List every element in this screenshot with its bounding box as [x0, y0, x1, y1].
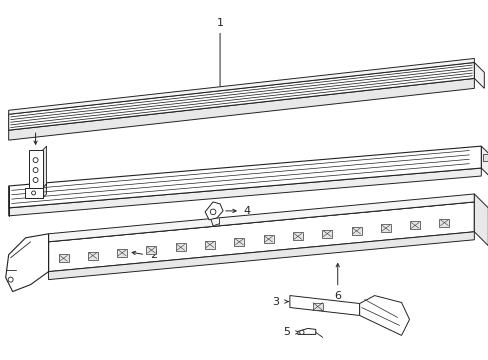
Circle shape — [33, 158, 38, 163]
Polygon shape — [42, 184, 46, 198]
Polygon shape — [24, 188, 42, 198]
Polygon shape — [439, 219, 448, 227]
Polygon shape — [59, 254, 68, 262]
Polygon shape — [204, 202, 223, 220]
Polygon shape — [29, 150, 42, 188]
Circle shape — [33, 167, 38, 172]
Polygon shape — [473, 62, 483, 88]
Polygon shape — [9, 146, 480, 208]
Polygon shape — [359, 296, 408, 336]
Circle shape — [299, 330, 304, 334]
Polygon shape — [42, 146, 46, 188]
Polygon shape — [9, 62, 473, 130]
Polygon shape — [292, 232, 302, 240]
Text: 4: 4 — [243, 206, 250, 216]
Text: 6: 6 — [334, 291, 341, 301]
Text: 2: 2 — [149, 250, 157, 260]
Polygon shape — [146, 246, 156, 254]
Text: 5: 5 — [283, 327, 290, 337]
Polygon shape — [48, 232, 473, 280]
Polygon shape — [322, 230, 331, 238]
Text: 7: 7 — [32, 118, 39, 128]
Polygon shape — [9, 168, 480, 216]
Text: 1: 1 — [216, 18, 223, 28]
Polygon shape — [289, 296, 359, 315]
Polygon shape — [88, 252, 98, 260]
Circle shape — [8, 277, 13, 282]
Text: 3: 3 — [272, 297, 279, 306]
Polygon shape — [473, 194, 488, 246]
Polygon shape — [380, 224, 390, 232]
Polygon shape — [409, 221, 419, 229]
Polygon shape — [117, 249, 127, 257]
Polygon shape — [175, 243, 185, 251]
Circle shape — [32, 191, 36, 195]
Polygon shape — [6, 234, 48, 292]
Circle shape — [210, 209, 215, 215]
Polygon shape — [263, 235, 273, 243]
Polygon shape — [351, 227, 361, 235]
Polygon shape — [48, 202, 473, 272]
Polygon shape — [297, 328, 315, 334]
Polygon shape — [48, 194, 473, 242]
Polygon shape — [482, 153, 488, 162]
Polygon shape — [234, 238, 244, 246]
Polygon shape — [9, 58, 473, 114]
Polygon shape — [204, 240, 215, 248]
Polygon shape — [480, 146, 488, 180]
Circle shape — [33, 177, 38, 183]
Polygon shape — [312, 302, 322, 310]
Polygon shape — [9, 78, 473, 140]
